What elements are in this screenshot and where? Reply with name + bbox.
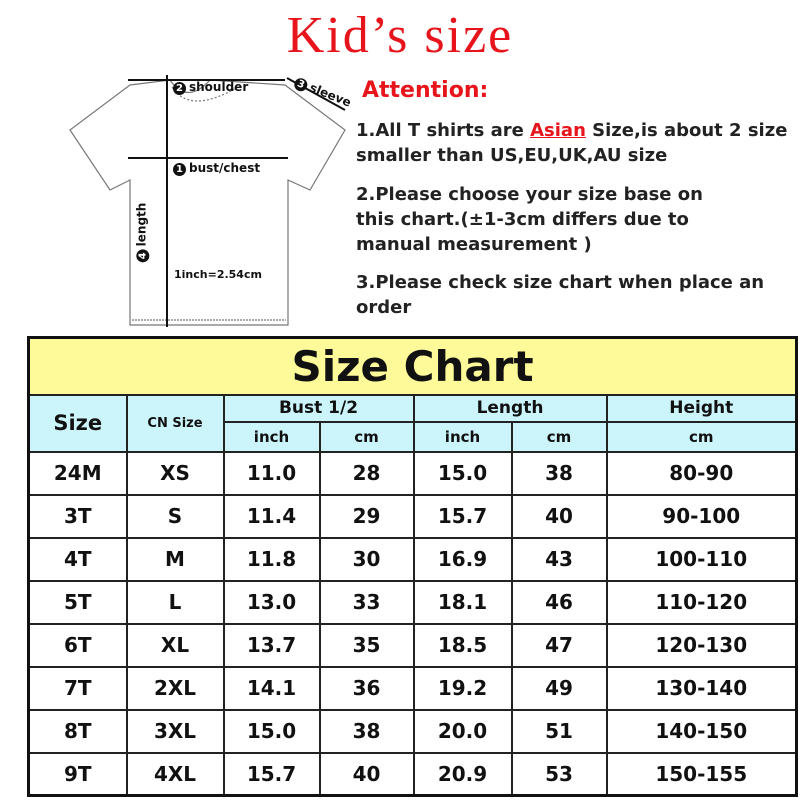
cell-bust-inch: 11.8 xyxy=(222,536,321,582)
cell-length-cm: 40 xyxy=(510,493,608,539)
cell-length-inch: 20.0 xyxy=(412,708,513,754)
cell-bust-inch: 11.4 xyxy=(222,493,321,539)
cell-length-cm: 49 xyxy=(510,665,608,711)
tshirt-outline-icon xyxy=(69,75,346,327)
header-bust: Bust 1/2 xyxy=(222,393,415,423)
cell-size: 9T xyxy=(27,751,128,797)
conversion-label: 1inch=2.54cm xyxy=(174,268,262,281)
cell-length-inch: 18.1 xyxy=(412,579,513,625)
cell-cn-size: 4XL xyxy=(125,751,225,797)
cell-length-cm: 38 xyxy=(510,450,608,496)
cell-height-cm: 150-155 xyxy=(605,751,798,797)
cell-bust-inch: 13.7 xyxy=(222,622,321,668)
cell-bust-cm: 35 xyxy=(318,622,415,668)
header-length: Length xyxy=(412,393,608,423)
cell-height-cm: 120-130 xyxy=(605,622,798,668)
size-chart-table: Size Chart Size CN Size Bust 1/2 Length … xyxy=(27,336,798,797)
table-caption: Size Chart xyxy=(27,336,798,396)
header-size: Size xyxy=(27,393,128,453)
tshirt-diagram: 2 shoulder 3sleeve 1 bust/chest 4length 1i… xyxy=(60,75,360,335)
cell-cn-size: 3XL xyxy=(125,708,225,754)
table-row: 24M XS 11.0 28 15.0 38 80-90 xyxy=(27,450,798,496)
cell-bust-cm: 28 xyxy=(318,450,415,496)
cell-length-cm: 51 xyxy=(510,708,608,754)
cell-bust-cm: 29 xyxy=(318,493,415,539)
page-title: Kid’s size xyxy=(286,7,514,64)
cell-height-cm: 130-140 xyxy=(605,665,798,711)
cell-size: 4T xyxy=(27,536,128,582)
attention-heading: Attention: xyxy=(362,78,489,103)
cell-size: 5T xyxy=(27,579,128,625)
cell-size: 24M xyxy=(27,450,128,496)
header-bust-cm: cm xyxy=(318,420,415,453)
cell-size: 7T xyxy=(27,665,128,711)
cell-length-inch: 19.2 xyxy=(412,665,513,711)
table-row: 3T S 11.4 29 15.7 40 90-100 xyxy=(27,493,798,539)
table-row: 6T XL 13.7 35 18.5 47 120-130 xyxy=(27,622,798,668)
cell-cn-size: XL xyxy=(125,622,225,668)
length-label: 4length xyxy=(134,203,150,263)
cell-bust-inch: 14.1 xyxy=(222,665,321,711)
note-2: 2.Please choose your size base on this c… xyxy=(356,184,703,255)
cell-length-cm: 46 xyxy=(510,579,608,625)
table-row: 5T L 13.0 33 18.1 46 110-120 xyxy=(27,579,798,625)
header-height-cm: cm xyxy=(605,420,798,453)
cell-height-cm: 100-110 xyxy=(605,536,798,582)
header-cn-size: CN Size xyxy=(125,393,225,453)
cell-cn-size: M xyxy=(125,536,225,582)
cell-bust-inch: 15.7 xyxy=(222,751,321,797)
table-row: 7T 2XL 14.1 36 19.2 49 130-140 xyxy=(27,665,798,711)
table-row: 4T M 11.8 30 16.9 43 100-110 xyxy=(27,536,798,582)
cell-size: 6T xyxy=(27,622,128,668)
cell-cn-size: XS xyxy=(125,450,225,496)
cell-size: 8T xyxy=(27,708,128,754)
cell-bust-cm: 30 xyxy=(318,536,415,582)
header-height: Height xyxy=(605,393,798,423)
cell-height-cm: 110-120 xyxy=(605,579,798,625)
cell-bust-inch: 13.0 xyxy=(222,579,321,625)
note-3: 3.Please check size chart when place an … xyxy=(356,272,765,318)
shoulder-label: 2 shoulder xyxy=(173,80,248,95)
cell-length-cm: 43 xyxy=(510,536,608,582)
cell-height-cm: 80-90 xyxy=(605,450,798,496)
cell-cn-size: 2XL xyxy=(125,665,225,711)
cell-length-inch: 15.0 xyxy=(412,450,513,496)
cell-bust-cm: 36 xyxy=(318,665,415,711)
cell-size: 3T xyxy=(27,493,128,539)
cell-bust-inch: 11.0 xyxy=(222,450,321,496)
cell-height-cm: 140-150 xyxy=(605,708,798,754)
cell-length-inch: 20.9 xyxy=(412,751,513,797)
header-length-inch: inch xyxy=(412,420,513,453)
cell-length-inch: 15.7 xyxy=(412,493,513,539)
cell-bust-cm: 40 xyxy=(318,751,415,797)
table-row: 8T 3XL 15.0 38 20.0 51 140-150 xyxy=(27,708,798,754)
cell-bust-cm: 38 xyxy=(318,708,415,754)
note-1: 1.All T shirts are Asian Size,is about 2… xyxy=(356,120,788,166)
cell-length-cm: 53 xyxy=(510,751,608,797)
cell-bust-cm: 33 xyxy=(318,579,415,625)
cell-cn-size: L xyxy=(125,579,225,625)
cell-cn-size: S xyxy=(125,493,225,539)
table-row: 9T 4XL 15.7 40 20.9 53 150-155 xyxy=(27,751,798,797)
header-length-cm: cm xyxy=(510,420,608,453)
header-bust-inch: inch xyxy=(222,420,321,453)
cell-length-inch: 18.5 xyxy=(412,622,513,668)
cell-length-cm: 47 xyxy=(510,622,608,668)
cell-bust-inch: 15.0 xyxy=(222,708,321,754)
bust-label: 1 bust/chest xyxy=(173,161,260,176)
cell-height-cm: 90-100 xyxy=(605,493,798,539)
cell-length-inch: 16.9 xyxy=(412,536,513,582)
